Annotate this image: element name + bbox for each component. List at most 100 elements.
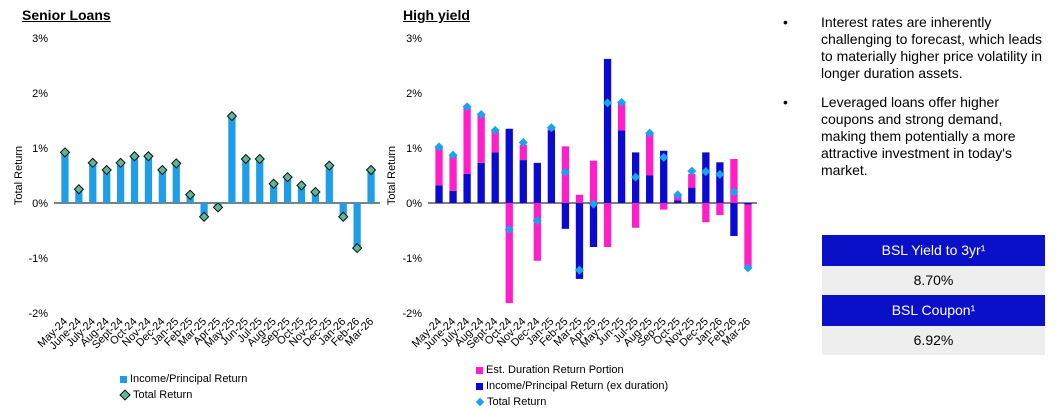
total-return-marker [115, 157, 126, 169]
y-tick-label: -2% [28, 308, 48, 320]
legend-label-total: Total Return [133, 389, 193, 401]
total-return-marker [310, 186, 321, 198]
bar-income [144, 156, 153, 203]
y-tick-label: 3% [32, 33, 48, 45]
bsl-stats-table: BSL Yield to 3yr¹ 8.70% BSL Coupon¹ 6.92… [822, 235, 1045, 355]
total-return-marker [365, 164, 377, 176]
total-return-marker [87, 157, 98, 169]
bar-income-ex-duration [547, 130, 556, 203]
legend-label-income-ex: Income/Principal Return (ex duration) [486, 380, 669, 392]
high-yield-title: High yield [403, 7, 470, 23]
total-return-marker [743, 263, 753, 273]
total-return-marker [157, 164, 168, 176]
legend-label-total-hy: Total Return [487, 396, 547, 408]
bar-income-ex-duration [617, 130, 626, 203]
y-tick-label: 0% [406, 198, 422, 210]
bar-duration [631, 203, 640, 228]
total-return-marker [560, 167, 570, 177]
bar-income [61, 152, 69, 203]
bar-income [367, 170, 375, 203]
bullet-symbol: • [783, 14, 788, 30]
total-return-marker [240, 153, 252, 165]
bar-income [172, 163, 180, 203]
bar-income-ex-duration [730, 203, 738, 236]
bullet-text: Leveraged loans offer higher coupons and… [821, 94, 1016, 178]
high-yield-legend: Est. Duration Return Portion Income/Prin… [475, 362, 669, 410]
bar-income-ex-duration [744, 203, 752, 205]
total-return-marker [143, 151, 154, 162]
total-return-marker [101, 164, 112, 176]
total-return-marker [198, 211, 210, 222]
bar-duration [716, 203, 724, 216]
total-return-marker [254, 153, 265, 165]
bsl-yield-header: BSL Yield to 3yr¹ [822, 235, 1045, 266]
total-return-marker [659, 152, 669, 162]
y-tick-label: 1% [32, 143, 48, 155]
total-return-marker [729, 187, 739, 197]
bsl-coupon-header: BSL Coupon¹ [822, 295, 1045, 326]
total-return-marker [448, 150, 458, 160]
bsl-yield-value: 8.70% [822, 266, 1045, 295]
bar-duration [589, 160, 598, 203]
total-return-marker [73, 184, 85, 195]
bar-income-ex-duration [449, 190, 457, 203]
bar-income-ex-duration [435, 185, 443, 203]
bar-duration [646, 132, 654, 176]
bar-duration [730, 159, 738, 203]
bar-income-ex-duration [589, 203, 598, 247]
bar-income-ex-duration [477, 162, 485, 203]
y-tick-label: 0% [32, 198, 48, 210]
total-return-marker [324, 160, 335, 171]
bsl-coupon-value: 6.92% [822, 326, 1045, 355]
y-tick-label: 2% [406, 88, 422, 100]
bar-income-ex-duration [505, 128, 513, 203]
bullet-leveraged-loans: • Leveraged loans offer higher coupons a… [783, 94, 1045, 179]
legend-swatch-duration [476, 366, 483, 374]
total-return-marker [603, 98, 613, 108]
bar-income [75, 189, 83, 203]
y-tick-label: -2% [402, 308, 422, 320]
total-return-marker [462, 102, 472, 112]
legend-item-income: Income/Principal Return [120, 371, 247, 387]
y-tick-label: 3% [406, 33, 422, 45]
total-return-marker [546, 123, 556, 133]
bullet-interest-rates: • Interest rates are inherently challeng… [783, 14, 1045, 82]
bar-income-ex-duration [702, 152, 710, 203]
total-return-marker [617, 97, 627, 107]
bar-income [130, 156, 139, 203]
y-tick-label: 1% [406, 143, 422, 155]
bar-duration [435, 146, 443, 186]
legend-item-total-hy: Total Return [475, 394, 668, 410]
total-return-marker [645, 128, 655, 138]
total-return-marker [673, 190, 683, 200]
total-return-marker [59, 147, 71, 158]
bar-duration [744, 204, 752, 268]
bar-duration [463, 106, 471, 174]
bar-duration [449, 155, 457, 191]
bar-duration [519, 144, 527, 161]
total-return-marker [504, 224, 514, 234]
total-return-marker [631, 172, 641, 182]
legend-swatch-income-ex [476, 382, 483, 390]
bar-income-ex-duration [519, 160, 527, 203]
total-return-marker [282, 171, 293, 183]
legend-marker-total-hy [475, 397, 485, 407]
bar-income [339, 203, 347, 217]
bullet-symbol: • [783, 94, 788, 110]
bar-duration [491, 130, 499, 153]
bar-income [311, 192, 320, 203]
total-return-marker [687, 166, 697, 176]
senior-loans-chart: 3%2%1%0%-1%-2%Total ReturnMay-24June-24J… [13, 33, 380, 352]
total-return-marker [518, 138, 528, 147]
bar-income [200, 203, 208, 217]
bar-income [270, 183, 278, 203]
legend-label-duration: Est. Duration Return Portion [486, 364, 624, 376]
bar-duration [477, 114, 485, 163]
total-return-marker [268, 178, 279, 189]
total-return-marker [476, 109, 486, 119]
total-return-marker [351, 242, 363, 254]
total-return-marker [171, 158, 182, 169]
bullet-text: Interest rates are inherently challengin… [821, 14, 1043, 81]
legend-swatch-income [120, 375, 127, 383]
senior-loans-legend: Income/Principal Return Total Return [119, 371, 247, 403]
